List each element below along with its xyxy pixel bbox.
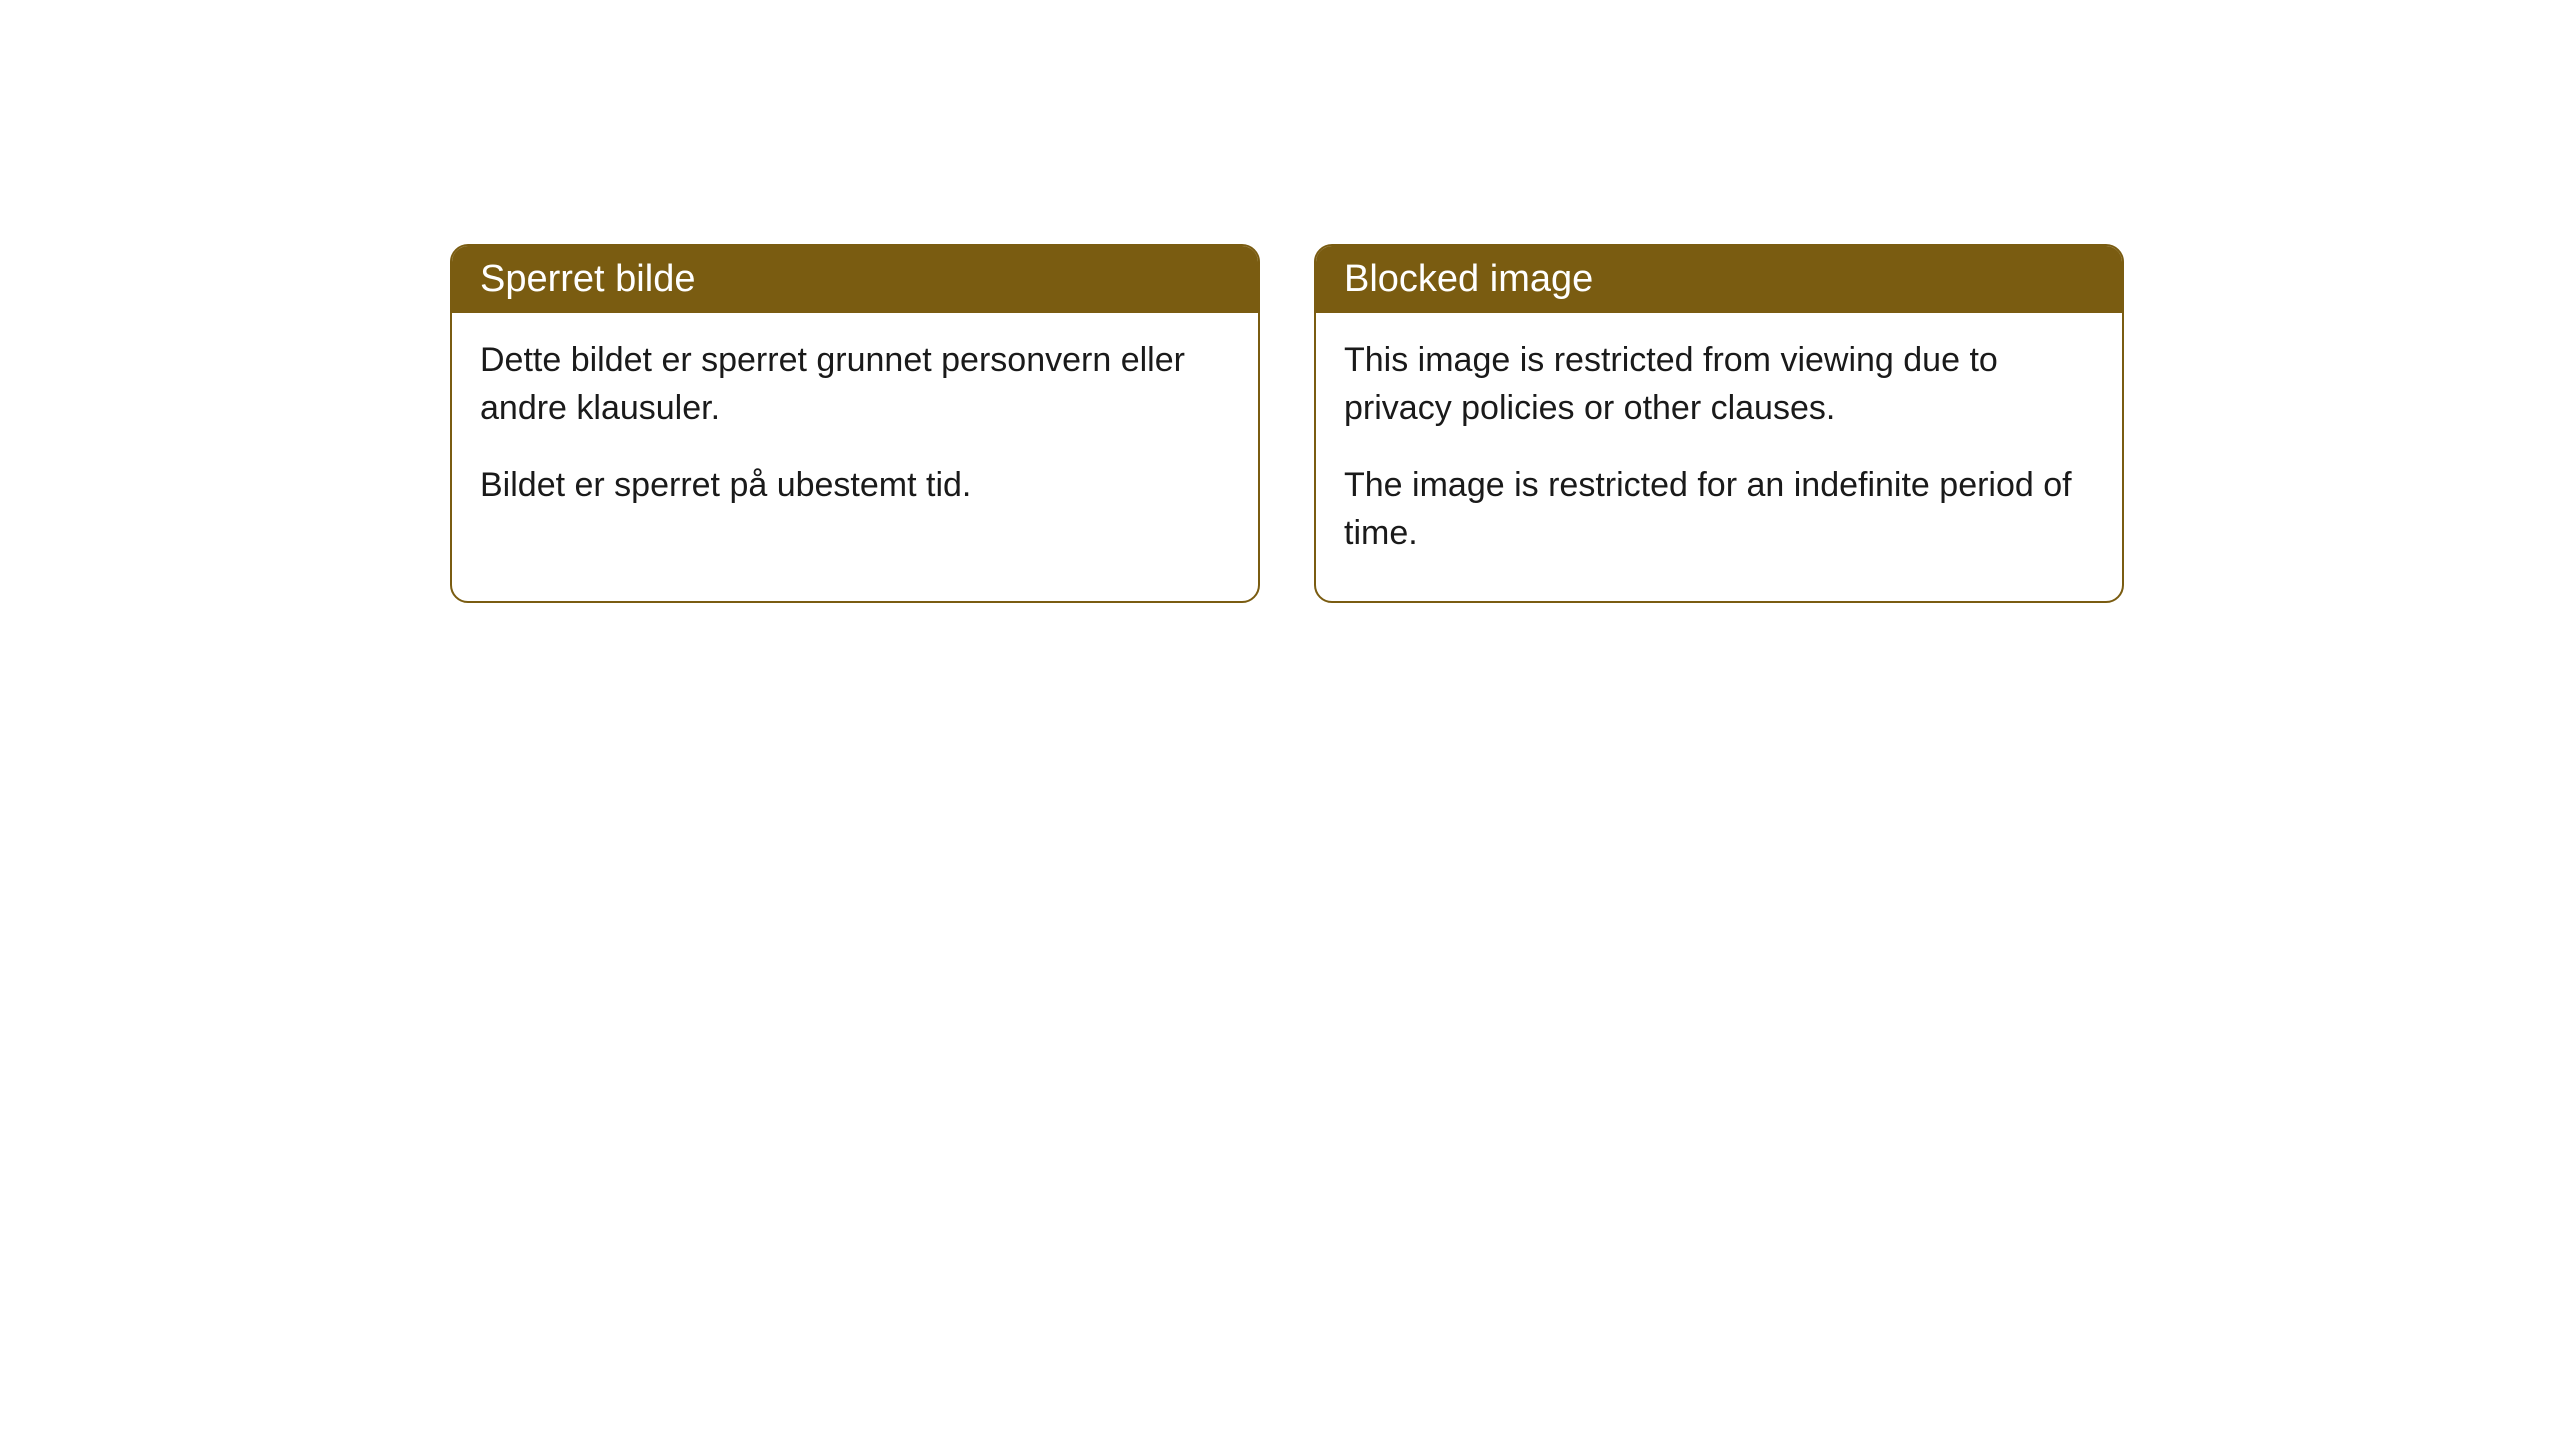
notice-text-2: Bildet er sperret på ubestemt tid.: [480, 462, 1230, 510]
card-body: This image is restricted from viewing du…: [1316, 313, 2122, 601]
notice-text-2: The image is restricted for an indefinit…: [1344, 462, 2094, 557]
notice-card-english: Blocked image This image is restricted f…: [1314, 244, 2124, 603]
card-body: Dette bildet er sperret grunnet personve…: [452, 313, 1258, 554]
card-header: Blocked image: [1316, 246, 2122, 313]
card-container: Sperret bilde Dette bildet er sperret gr…: [0, 0, 2560, 603]
card-header: Sperret bilde: [452, 246, 1258, 313]
notice-card-norwegian: Sperret bilde Dette bildet er sperret gr…: [450, 244, 1260, 603]
notice-text-1: This image is restricted from viewing du…: [1344, 337, 2094, 432]
notice-text-1: Dette bildet er sperret grunnet personve…: [480, 337, 1230, 432]
